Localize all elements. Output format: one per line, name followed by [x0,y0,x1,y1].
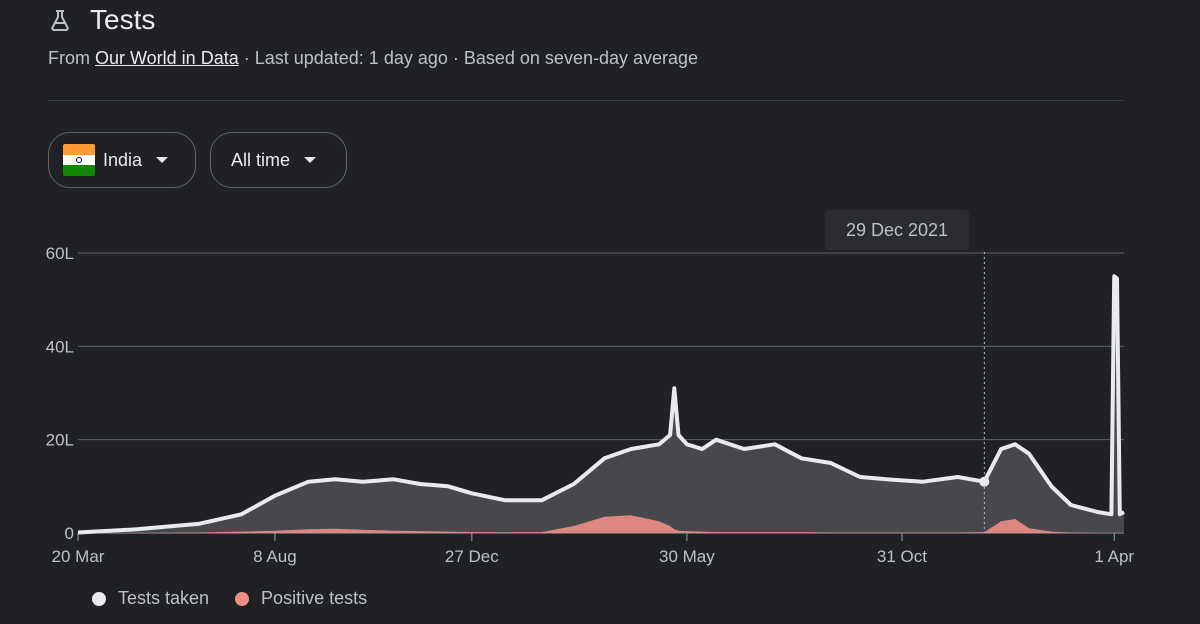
date-tooltip: 29 Dec 2021 [825,210,969,250]
chevron-down-icon [304,157,317,163]
range-label: All time [231,149,291,170]
x-tick-label: 1 Apr [1094,547,1134,566]
y-tick-label: 60L [46,244,74,263]
x-tick-label: 30 May [659,547,715,566]
source-link[interactable]: Our World in Data [95,48,239,68]
legend-tests-taken-label: Tests taken [118,588,210,608]
tests-taken-area [78,276,1124,533]
flask-icon [51,10,69,31]
country-label: India [103,149,143,170]
tests-taken-line [77,274,1125,535]
x-tick-label: 31 Oct [877,547,927,566]
y-tick-label: 40L [46,337,74,356]
positive-tests-dot [235,591,250,606]
update-info: · Last updated: 1 day ago · Based on sev… [238,48,699,68]
cursor-point [979,476,990,487]
country-dropdown[interactable]: India [48,132,196,188]
divider [48,100,1124,101]
time-range-dropdown[interactable]: All time [210,132,347,188]
x-tick-label: 27 Dec [445,547,499,566]
source-line: From Our World in Data · Last updated: 1… [48,48,698,69]
tests-taken-dot [92,591,106,606]
y-tick-label: 0 [65,524,74,543]
legend-tests-taken[interactable]: Tests taken [92,588,209,609]
legend-positive-tests[interactable]: Positive tests [235,588,367,609]
x-tick-label: 8 Aug [253,547,297,566]
positive-tests-area [78,515,1124,533]
page-title: Tests [90,4,156,35]
legend-positive-tests-label: Positive tests [261,588,368,608]
y-tick-label: 20L [46,431,74,450]
india-flag-icon [63,144,95,176]
source-prefix: From [48,48,95,68]
chevron-down-icon [156,157,169,163]
header: Tests [48,0,155,40]
x-tick-label: 20 Mar [52,547,105,566]
legend: Tests taken Positive tests [92,588,393,609]
